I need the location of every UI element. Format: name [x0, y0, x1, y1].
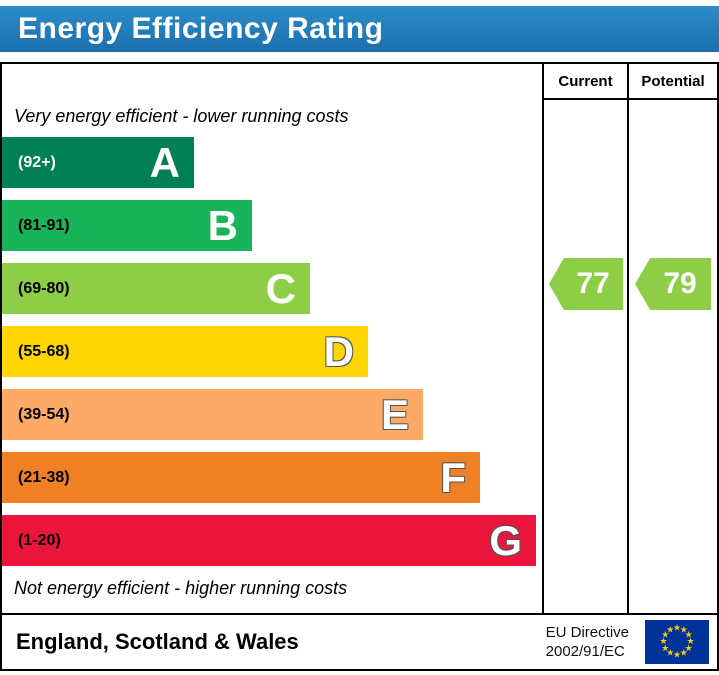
page-title: Energy Efficiency Rating — [18, 12, 384, 45]
band-range: (39-54) — [18, 405, 70, 423]
band-row-g: (1-20) G — [2, 515, 536, 566]
band-range: (92+) — [18, 153, 56, 171]
band-letter: D — [323, 328, 354, 375]
svg-text:★: ★ — [680, 649, 688, 659]
current-rating-arrow: 77 — [549, 258, 623, 310]
current-rating-column: 77 — [542, 100, 627, 613]
band-letter: A — [149, 139, 180, 186]
footer-bar: England, Scotland & Wales EU Directive 2… — [2, 613, 717, 669]
svg-text:★: ★ — [686, 637, 694, 647]
rating-bands: (92+) A (81-91) B (69-80) C (55-68) D (3… — [2, 137, 542, 566]
band-range: (55-68) — [18, 342, 70, 360]
eu-directive-line2: 2002/91/EC — [545, 643, 625, 660]
rating-table: Current Potential Very energy efficient … — [0, 62, 719, 671]
potential-rating-column: 79 — [627, 100, 717, 613]
column-header-current: Current — [542, 64, 627, 100]
band-letter: E — [380, 391, 409, 438]
band-row-b: (81-91) B — [2, 200, 252, 251]
svg-text:★: ★ — [661, 630, 669, 640]
eu-directive-line1: EU Directive — [545, 623, 629, 641]
band-range: (69-80) — [18, 279, 70, 297]
band-range: (1-20) — [18, 531, 61, 549]
svg-text:★: ★ — [685, 644, 693, 654]
region-label: England, Scotland & Wales — [16, 629, 299, 654]
eu-flag-icon: ★ ★ ★ ★ ★ ★ ★ ★ ★ ★ ★ ★ — [645, 620, 709, 664]
band-letter: F — [440, 454, 466, 501]
svg-text:★: ★ — [680, 625, 688, 635]
svg-text:★: ★ — [685, 630, 693, 640]
svg-text:★: ★ — [666, 649, 674, 659]
current-rating-value: 77 — [576, 267, 610, 300]
band-range: (21-38) — [18, 468, 70, 486]
chart-title-bar: Energy Efficiency Rating — [0, 6, 719, 52]
band-row-f: (21-38) F — [2, 452, 480, 503]
band-row-e: (39-54) E — [2, 389, 423, 440]
bottom-note: Not energy efficient - higher running co… — [14, 578, 348, 598]
band-letter: G — [489, 517, 522, 564]
svg-text:★: ★ — [661, 644, 669, 654]
band-range: (81-91) — [18, 216, 70, 234]
band-row-a: (92+) A — [2, 137, 194, 188]
top-note: Very energy efficient - lower running co… — [14, 106, 349, 126]
potential-rating-value: 79 — [663, 267, 697, 300]
svg-text:★: ★ — [666, 625, 674, 635]
svg-text:★: ★ — [673, 624, 681, 634]
svg-text:★: ★ — [659, 637, 667, 647]
eu-directive-label: EU Directive 2002/91/EC — [546, 623, 629, 662]
band-letter: C — [265, 265, 296, 312]
header-empty-cell — [2, 64, 542, 100]
band-row-d: (55-68) D — [2, 326, 368, 377]
potential-rating-arrow: 79 — [635, 258, 711, 310]
band-row-c: (69-80) C — [2, 263, 310, 314]
column-header-potential: Potential — [627, 64, 717, 100]
svg-text:★: ★ — [673, 651, 681, 661]
band-letter: B — [207, 202, 238, 249]
band-chart-area: Very energy efficient - lower running co… — [2, 100, 542, 613]
